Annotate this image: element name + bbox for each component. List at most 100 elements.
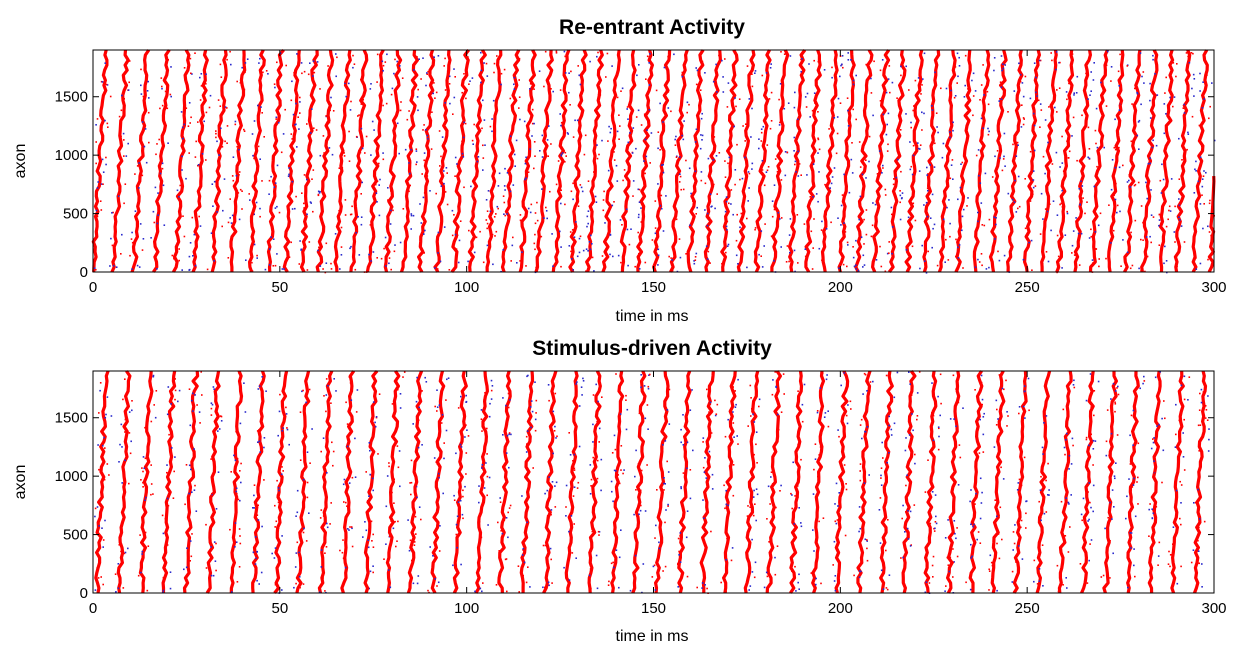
spike-dot (398, 450, 401, 452)
spike-dot (206, 268, 209, 271)
spike-dot (174, 378, 176, 380)
spike-dot (1007, 111, 1009, 113)
spike-dot (667, 503, 669, 506)
spike-dot (955, 255, 957, 258)
spike-wave (1055, 49, 1075, 273)
spike-dot (235, 541, 238, 543)
spike-dot (396, 540, 398, 542)
spike-dot (858, 141, 861, 143)
spike-dot (352, 54, 354, 57)
spike-dot (771, 215, 774, 218)
spike-dot (767, 485, 770, 488)
spike-dot (1039, 489, 1042, 491)
spike-dot (760, 230, 763, 232)
spike-dot (572, 136, 575, 138)
spike-dot (534, 429, 537, 432)
spike-dot (888, 65, 891, 67)
spike-dot (633, 513, 635, 516)
spike-dot (739, 226, 741, 229)
spike-dot (170, 95, 172, 98)
spike-dot (284, 108, 286, 111)
spike-dot (842, 66, 844, 69)
spike-dot (884, 270, 887, 273)
spike-dot (1066, 210, 1068, 213)
spike-dot (554, 506, 557, 508)
spike-dot (814, 458, 817, 460)
spike-dot (1092, 464, 1094, 466)
spike-dot (445, 399, 447, 401)
spike-dot (547, 581, 550, 584)
spike-dot (291, 80, 293, 83)
spike-dot (1071, 135, 1073, 137)
spike-dot (597, 400, 599, 403)
spike-dot (810, 230, 813, 233)
spike-dot (332, 464, 334, 467)
spike-wave (91, 49, 109, 273)
spike-dot (982, 433, 985, 436)
spike-dot (955, 537, 957, 540)
spike-dot (598, 534, 600, 536)
spike-dot (416, 96, 419, 98)
spike-dot (1160, 192, 1163, 194)
spike-dot (180, 111, 183, 113)
spike-dot (209, 499, 212, 501)
spike-dot (218, 428, 221, 430)
spike-dot (1119, 53, 1121, 56)
spike-dot (254, 563, 257, 565)
spike-dot (1134, 402, 1136, 405)
spike-dot (905, 249, 908, 251)
spike-dot (722, 76, 724, 78)
spike-wave (399, 49, 419, 273)
spike-dot (416, 56, 418, 58)
spike-wave (317, 370, 334, 594)
spike-dot (456, 546, 458, 549)
spike-dot (751, 510, 754, 513)
spike-dot (589, 60, 591, 63)
spike-dot (911, 413, 913, 415)
spike-dot (758, 138, 760, 140)
spike-dot (770, 63, 772, 65)
spike-dot (643, 113, 646, 115)
spike-dot (454, 76, 456, 78)
spike-dot (671, 259, 673, 261)
spike-dot (526, 521, 528, 524)
spike-dot (535, 412, 537, 414)
spike-dot (917, 142, 919, 144)
spike-dot (183, 123, 186, 126)
spike-dot (662, 163, 664, 166)
spike-dot (410, 493, 412, 496)
spike-dot (1172, 526, 1175, 528)
spike-dot (104, 447, 106, 449)
spike-dot (939, 373, 942, 376)
spike-dot (773, 208, 776, 211)
spike-dot (295, 123, 297, 126)
spike-dot (457, 407, 460, 409)
spike-wave (1173, 49, 1192, 273)
spike-dot (977, 258, 979, 261)
spike-dot (263, 136, 265, 138)
spike-dot (847, 244, 849, 246)
spike-dot (1110, 242, 1112, 244)
spike-dot (205, 567, 208, 569)
spike-dot (1059, 548, 1061, 551)
spike-dot (815, 577, 817, 580)
spike-dot (1129, 434, 1131, 437)
x-tick-label: 150 (641, 279, 666, 296)
spike-dot (465, 424, 467, 426)
spike-dot (1054, 106, 1056, 109)
spike-dot (311, 108, 313, 110)
spike-dot (1142, 71, 1145, 73)
spike-dot (467, 56, 469, 58)
spike-dot (258, 440, 261, 443)
spike-dot (980, 202, 983, 204)
spike-dot (709, 403, 712, 406)
spike-dot (752, 413, 754, 416)
spike-dot (999, 506, 1002, 509)
spike-dot (423, 233, 425, 235)
x-tick-label: 50 (271, 279, 288, 296)
spike-dot (682, 508, 684, 510)
spike-dot (1043, 422, 1045, 424)
spike-dot (336, 56, 338, 59)
spike-dot (258, 385, 261, 387)
spike-dot (274, 264, 277, 267)
